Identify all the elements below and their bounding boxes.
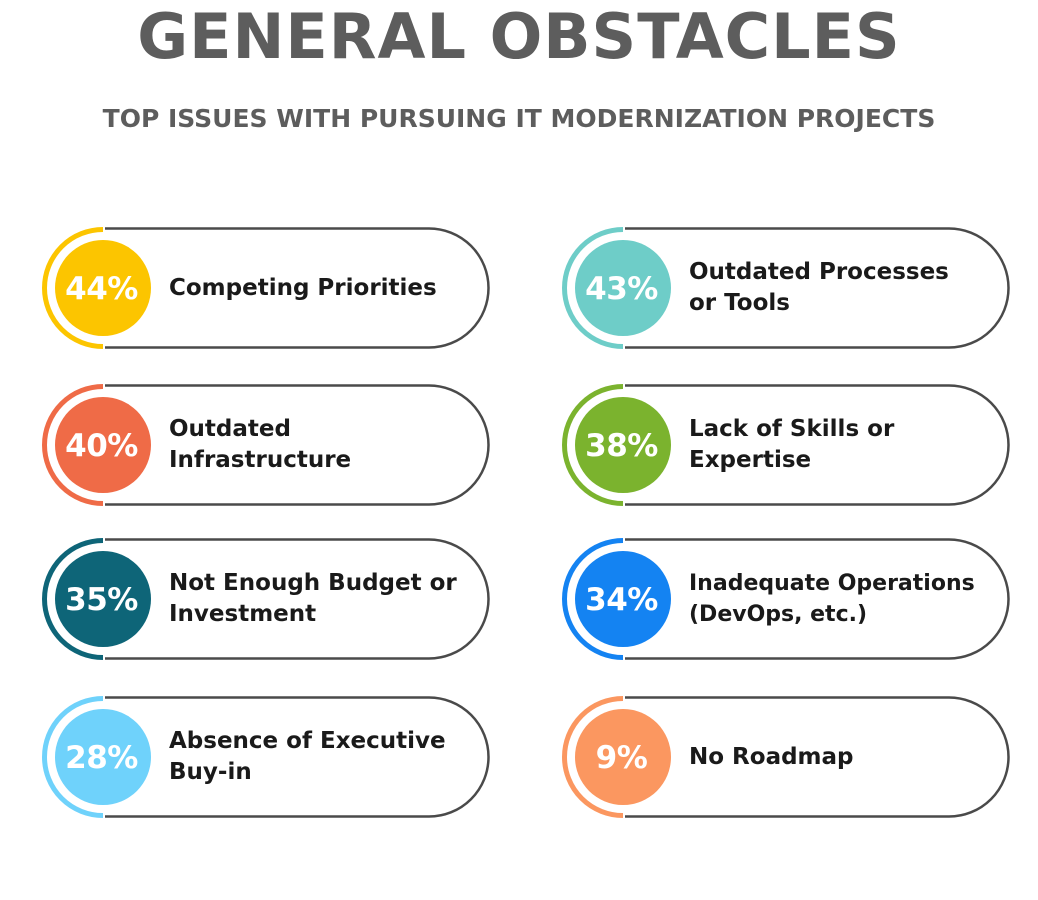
obstacle-card: 40% Outdated Infrastructure (42, 384, 493, 506)
card-frame (562, 227, 1010, 349)
percent-circle (575, 397, 671, 493)
percent-circle (55, 551, 151, 647)
percent-circle (55, 709, 151, 805)
percent-circle (575, 240, 671, 336)
card-frame (42, 538, 490, 660)
card-arc (562, 384, 624, 506)
obstacle-card: 44% Competing Priorities (42, 227, 493, 349)
obstacle-label: Not Enough Budget or Investment (169, 570, 457, 627)
percent-value: 38% (585, 427, 658, 464)
obstacle-card: 9% No Roadmap (562, 696, 1013, 818)
obstacle-label: Outdated Processes or Tools (689, 259, 949, 316)
obstacle-card: 43% Outdated Processes or Tools (562, 227, 1013, 349)
percent-value: 40% (65, 427, 138, 464)
card-frame (42, 227, 490, 349)
card-outline (625, 538, 1010, 660)
percent-value: 44% (65, 270, 138, 307)
card-arc (42, 384, 104, 506)
obstacle-card: 28% Absence of Executive Buy-in (42, 696, 493, 818)
card-outline (105, 227, 490, 349)
card-outline (105, 384, 490, 506)
percent-value: 9% (595, 739, 648, 776)
percent-value: 28% (65, 739, 138, 776)
percent-value: 43% (585, 270, 658, 307)
card-outline (105, 696, 490, 818)
card-arc (42, 227, 104, 349)
obstacle-card: 34% Inadequate Operations (DevOps, etc.) (562, 538, 1013, 660)
card-frame (42, 696, 490, 818)
percent-circle (575, 709, 671, 805)
card-arc (42, 696, 104, 818)
obstacle-label: No Roadmap (689, 743, 854, 770)
card-frame (42, 384, 490, 506)
obstacle-label: Lack of Skills or Expertise (689, 416, 895, 473)
obstacle-label: Outdated Infrastructure (169, 416, 352, 473)
card-frame (562, 538, 1010, 660)
obstacle-card: 38% Lack of Skills or Expertise (562, 384, 1013, 506)
percent-circle (55, 240, 151, 336)
percent-value: 35% (65, 581, 138, 618)
obstacle-label: Inadequate Operations (DevOps, etc.) (689, 571, 975, 627)
page-title: GENERAL OBSTACLES (137, 0, 901, 73)
card-arc (42, 538, 104, 660)
obstacle-label: Competing Priorities (169, 274, 437, 301)
obstacle-card: 35% Not Enough Budget or Investment (42, 538, 493, 660)
card-frame (562, 384, 1010, 506)
percent-value: 34% (585, 581, 658, 618)
percent-circle (55, 397, 151, 493)
card-arc (562, 227, 624, 349)
obstacle-label: Absence of Executive Buy-in (169, 728, 446, 785)
card-outline (105, 538, 490, 660)
card-arc (562, 696, 624, 818)
card-arc (562, 538, 624, 660)
page-subtitle: TOP ISSUES WITH PURSUING IT MODERNIZATIO… (102, 104, 936, 133)
card-outline (625, 227, 1010, 349)
card-outline (625, 384, 1010, 506)
percent-circle (575, 551, 671, 647)
card-outline (625, 696, 1010, 818)
card-frame (562, 696, 1010, 818)
